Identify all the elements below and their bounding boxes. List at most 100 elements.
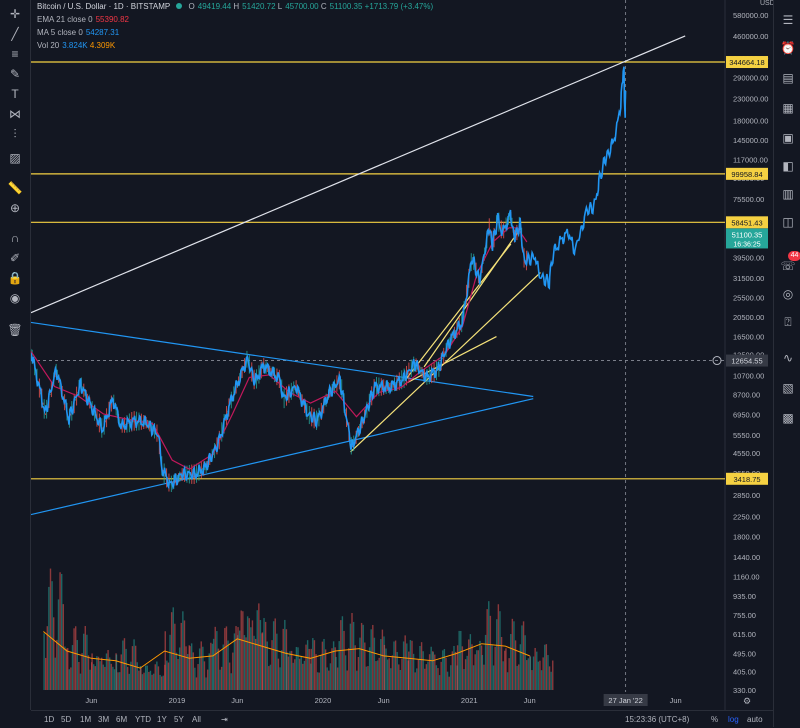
- volume-bar: [521, 625, 523, 690]
- volume-bar: [491, 645, 493, 690]
- volume-bar: [208, 653, 210, 690]
- auto-toggle[interactable]: auto: [747, 715, 763, 724]
- volume-bar: [383, 644, 386, 690]
- price-line[interactable]: [31, 66, 627, 491]
- symbol-title[interactable]: Bitcoin / U.S. Dollar · 1D · BITSTAMP: [37, 2, 171, 11]
- crosshair-add-icon[interactable]: [712, 356, 722, 366]
- volume-bar: [84, 626, 86, 690]
- volume-bar: [524, 635, 526, 690]
- volume-bar: [393, 641, 395, 690]
- trash-icon[interactable]: 🗑: [7, 323, 23, 337]
- prediction-icon[interactable]: ⫶: [13, 127, 17, 141]
- volume-bar: [474, 654, 476, 690]
- current-price-tag: [726, 228, 768, 249]
- y-tick-label: 39500.00: [733, 254, 764, 263]
- close-value: 51100.35: [329, 2, 363, 11]
- volume-bar: [378, 657, 380, 690]
- y-tick-label: 20500.00: [733, 313, 764, 322]
- volume-bar: [136, 662, 138, 690]
- crosshair-icon[interactable]: ✛: [9, 7, 21, 21]
- pattern-icon[interactable]: ⋈: [9, 107, 21, 121]
- watchlist-icon[interactable]: ☰: [782, 13, 794, 27]
- zoom-in-icon[interactable]: ⊕: [9, 201, 21, 215]
- ema-label[interactable]: EMA 21 close 0: [37, 15, 93, 24]
- ma-label[interactable]: MA 5 close 0: [37, 28, 83, 37]
- calendar-icon[interactable]: ▣: [782, 131, 794, 145]
- brush-icon[interactable]: ✎: [9, 67, 21, 81]
- chat-icon[interactable]: ◫: [782, 215, 794, 229]
- volume-label[interactable]: Vol 20: [37, 41, 60, 50]
- lock-drawings-icon[interactable]: ✐: [9, 251, 21, 265]
- volume-bar: [172, 607, 174, 690]
- ruler-icon[interactable]: 📏: [7, 181, 23, 195]
- range-3m[interactable]: 3M: [98, 715, 110, 724]
- price-chart[interactable]: 580000.00460000.00360000.00290000.002300…: [31, 0, 773, 710]
- open-label: O: [188, 2, 195, 11]
- help-icon[interactable]: ⍰: [784, 315, 792, 329]
- range-1y[interactable]: 1Y: [157, 715, 167, 724]
- volume-bar: [141, 674, 144, 690]
- volume-bar: [287, 656, 290, 690]
- news-icon[interactable]: ▥: [782, 187, 794, 201]
- volume-bar: [390, 668, 392, 690]
- volume-bar: [242, 611, 244, 690]
- percent-toggle[interactable]: %: [711, 715, 719, 724]
- text-icon[interactable]: T: [11, 87, 19, 101]
- lock-icon[interactable]: 🔒: [7, 271, 23, 285]
- order-panel-icon[interactable]: ▩: [782, 411, 794, 425]
- volume-bar: [162, 675, 164, 690]
- axis-settings-icon[interactable]: ⚙: [743, 697, 751, 707]
- volume-bar: [417, 659, 420, 690]
- range-all[interactable]: All: [192, 715, 201, 724]
- volume-bar: [334, 647, 336, 690]
- log-toggle[interactable]: log: [728, 715, 739, 724]
- range-1d[interactable]: 1D: [44, 715, 55, 724]
- streams-icon[interactable]: ◎: [782, 287, 794, 301]
- white-trendline[interactable]: [31, 35, 686, 314]
- yellow-trendline[interactable]: [423, 227, 522, 368]
- notifications-icon[interactable]: ☏: [780, 259, 796, 273]
- range-5y[interactable]: 5Y: [174, 715, 184, 724]
- goto-date-icon[interactable]: ⇥: [221, 715, 228, 724]
- trendline-icon[interactable]: ╱: [11, 27, 19, 41]
- blue-trendline[interactable]: [31, 321, 534, 398]
- volume-bar: [471, 644, 473, 690]
- magnet-icon[interactable]: ∩: [10, 231, 20, 245]
- blue-trendline[interactable]: [31, 398, 534, 516]
- volume-bar: [280, 650, 283, 690]
- hotlist-icon[interactable]: ▦: [782, 101, 794, 115]
- range-6m[interactable]: 6M: [116, 715, 128, 724]
- volume-bar: [194, 667, 196, 690]
- pine-icon[interactable]: ▧: [782, 381, 794, 395]
- volume-bar: [425, 664, 428, 690]
- high-label: H: [233, 2, 240, 11]
- range-ytd[interactable]: YTD: [135, 715, 151, 724]
- volume-bar: [438, 675, 441, 690]
- volume-bar: [96, 656, 98, 690]
- volume-bar: [222, 644, 224, 690]
- chart-wave-icon[interactable]: ∿: [782, 351, 794, 365]
- fib-icon[interactable]: ≡: [11, 47, 19, 61]
- volume-bar: [125, 648, 127, 690]
- ideas-icon[interactable]: ◧: [782, 159, 794, 173]
- volume-bar: [250, 627, 252, 690]
- image-icon[interactable]: ▨: [9, 151, 21, 165]
- close-label: C: [320, 2, 327, 11]
- y-tick-label: 180000.00: [733, 117, 768, 126]
- eye-icon[interactable]: ◉: [9, 291, 21, 305]
- data-window-icon[interactable]: ▤: [782, 71, 794, 85]
- x-tick-label: Jun: [378, 696, 390, 705]
- volume-bar: [306, 640, 309, 690]
- volume-bar: [71, 645, 74, 690]
- volume-bar: [420, 642, 423, 690]
- volume-bar: [160, 676, 163, 690]
- clock[interactable]: 15:23:36 (UTC+8): [625, 715, 690, 724]
- yellow-trendline[interactable]: [405, 336, 497, 385]
- range-5d[interactable]: 5D: [61, 715, 72, 724]
- volume-bar: [312, 638, 314, 690]
- volume-bar: [233, 633, 236, 690]
- range-1m[interactable]: 1M: [80, 715, 92, 724]
- volume-bar: [376, 660, 379, 690]
- alerts-icon[interactable]: ⏰: [780, 41, 796, 55]
